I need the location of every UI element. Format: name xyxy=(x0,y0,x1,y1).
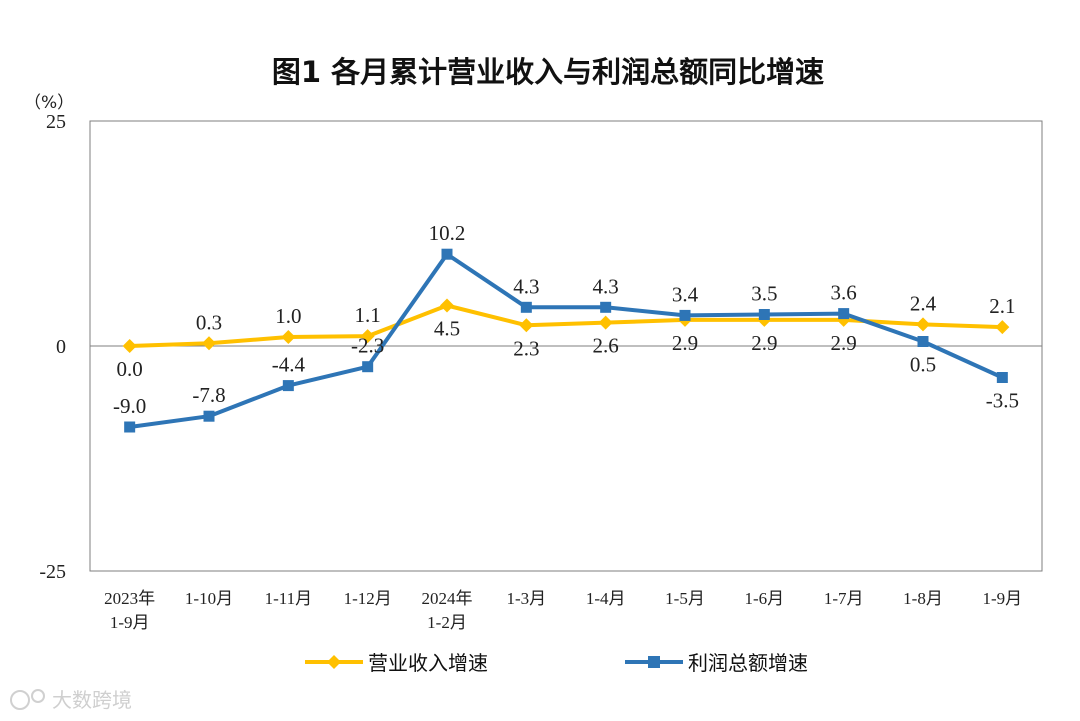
data-label-profit: 4.3 xyxy=(593,274,619,298)
chart-title: 图1 各月累计营业收入与利润总额同比增速 xyxy=(272,55,824,89)
data-point-revenue xyxy=(995,320,1010,335)
x-tick-label: 1-4月 xyxy=(586,589,626,608)
x-tick-label: 1-2月 xyxy=(427,613,467,632)
data-point-profit xyxy=(996,372,1008,383)
data-label-profit: 3.5 xyxy=(751,282,777,306)
data-label-revenue: 1.0 xyxy=(275,304,301,328)
data-label-revenue: 2.3 xyxy=(513,336,539,360)
y-axis-unit: （%） xyxy=(24,93,74,113)
legend-marker-profit xyxy=(648,656,660,668)
y-tick-label: -25 xyxy=(39,561,66,583)
data-label-revenue: 4.5 xyxy=(434,317,460,341)
x-tick-label: 1-9月 xyxy=(982,589,1022,608)
y-axis-ticks: 25 0 -25 xyxy=(39,111,66,583)
watermark: 大数跨境 xyxy=(10,688,132,712)
data-point-profit xyxy=(203,410,215,422)
data-label-profit: 0.5 xyxy=(910,353,936,377)
x-tick-label: 2024年 xyxy=(422,589,473,608)
series-line-0 xyxy=(129,303,1003,348)
data-label-profit: -2.3 xyxy=(351,334,384,358)
data-point-revenue xyxy=(916,317,930,332)
y-tick-label: 25 xyxy=(46,111,66,133)
data-point-revenue xyxy=(519,318,534,333)
data-point-profit xyxy=(124,421,136,433)
data-label-revenue: 2.9 xyxy=(831,331,857,355)
data-point-profit xyxy=(838,308,850,320)
series-group xyxy=(122,248,1010,433)
data-point-revenue xyxy=(281,330,296,344)
x-tick-label: 2023年 xyxy=(104,589,155,608)
x-tick-label: 1-3月 xyxy=(506,589,546,608)
legend-marker-revenue xyxy=(327,655,341,669)
x-tick-label: 1-7月 xyxy=(824,589,864,608)
data-label-revenue: 2.9 xyxy=(672,331,698,355)
data-label-profit: 10.2 xyxy=(429,221,466,245)
data-label-profit: -9.0 xyxy=(113,394,146,418)
x-tick-label: 1-5月 xyxy=(665,589,705,608)
data-point-profit xyxy=(758,309,770,320)
x-tick-label: 1-9月 xyxy=(110,613,150,632)
data-label-revenue: 2.1 xyxy=(989,294,1015,318)
watermark-text: 大数跨境 xyxy=(52,688,132,712)
x-tick-label: 1-8月 xyxy=(903,589,943,608)
data-label-revenue: 2.9 xyxy=(751,331,777,355)
data-point-profit xyxy=(441,248,453,260)
data-label-revenue: 2.4 xyxy=(910,291,937,315)
data-point-profit xyxy=(917,336,929,347)
data-point-profit xyxy=(362,361,374,373)
data-label-profit: 3.4 xyxy=(672,282,699,306)
data-point-profit xyxy=(679,309,691,321)
x-tick-label: 1-11月 xyxy=(265,589,313,608)
data-label-profit: 4.3 xyxy=(513,274,539,298)
legend-label-revenue: 营业收入增速 xyxy=(368,651,488,675)
x-tick-label: 1-12月 xyxy=(344,589,392,608)
legend: 营业收入增速 利润总额增速 xyxy=(305,651,808,675)
data-label-profit: -4.4 xyxy=(272,353,306,377)
data-point-revenue xyxy=(598,315,613,330)
data-labels: 0.0 0.3 1.0 1.1 4.5 2.3 2.6 2.9 2.9 2.9 2.4 2.1 -9.0… xyxy=(113,221,1019,418)
data-label-profit: -7.8 xyxy=(192,383,225,407)
legend-label-profit: 利润总额增速 xyxy=(688,651,808,675)
x-tick-label: 1-6月 xyxy=(744,589,784,608)
watermark-logo-icon xyxy=(10,689,45,710)
y-tick-label: 0 xyxy=(56,336,66,358)
data-label-profit: -3.5 xyxy=(986,389,1019,413)
data-point-revenue xyxy=(202,336,216,351)
data-point-revenue xyxy=(440,298,454,313)
data-point-profit xyxy=(600,301,612,313)
data-label-revenue: 0.3 xyxy=(196,310,222,334)
data-point-profit xyxy=(520,301,532,313)
series-line-1 xyxy=(129,252,1004,429)
data-label-revenue: 0.0 xyxy=(117,357,143,381)
data-label-revenue: 1.1 xyxy=(355,303,381,327)
x-axis-ticks: 2023年 1-9月 1-10月 1-11月 1-12月 2024年 1-2月 1-3月 1-4… xyxy=(104,589,1022,632)
data-point-revenue xyxy=(360,329,375,344)
data-label-profit: 3.6 xyxy=(831,281,857,305)
data-point-profit xyxy=(282,380,294,392)
x-tick-label: 1-10月 xyxy=(185,589,233,608)
data-label-revenue: 2.6 xyxy=(593,334,619,358)
data-point-revenue xyxy=(122,339,137,353)
